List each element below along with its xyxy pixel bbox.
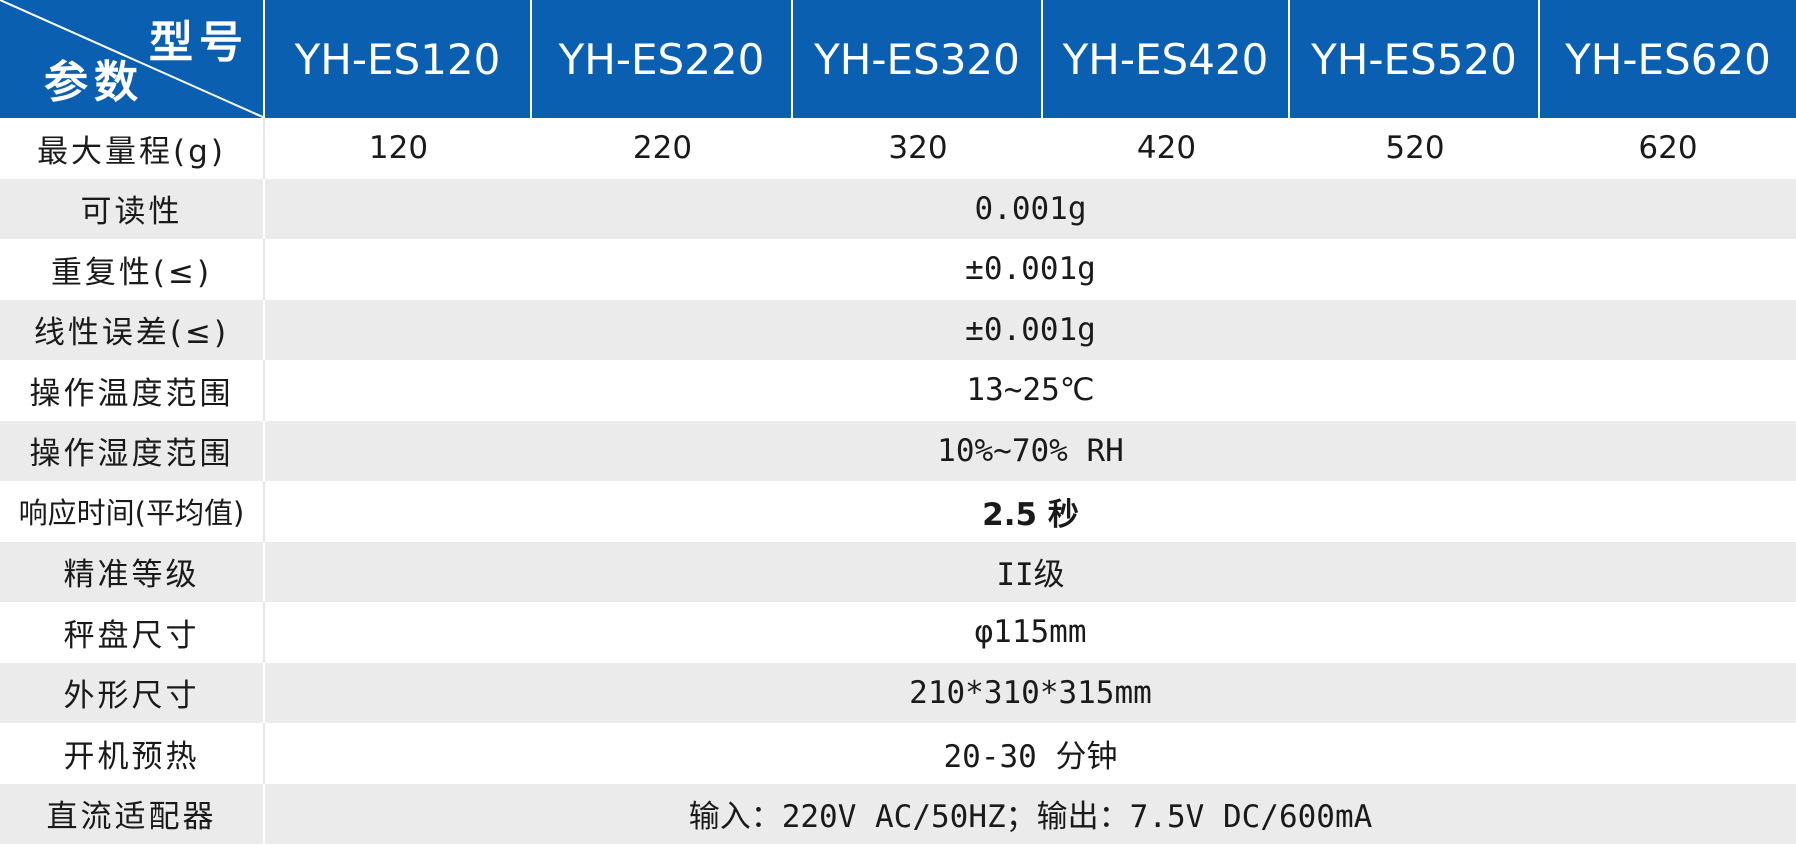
row-label: 秤盘尺寸 [0, 602, 265, 663]
row-label: 操作湿度范围 [0, 420, 265, 481]
row-value: II级 [996, 557, 1065, 594]
row-label: 响应时间(平均值) [0, 481, 265, 542]
corner-cell: 型号 参数 [0, 0, 265, 118]
table-row: 秤盘尺寸 φ115mm [0, 602, 1796, 663]
diagonal-line [0, 0, 263, 118]
model-header: YH-ES520 [1290, 0, 1540, 118]
table-row-capacity: 最大量程(g) 120 220 320 420 520 620 [0, 118, 1796, 179]
table-row: 响应时间(平均值) 2.5 秒 [0, 481, 1796, 542]
table-row: 外形尺寸 210*310*315mm [0, 662, 1796, 723]
row-value: 13~25℃ [966, 372, 1095, 409]
row-value: 2.5 秒 [982, 496, 1079, 533]
model-header: YH-ES620 [1565, 34, 1771, 84]
model-header: YH-ES320 [793, 0, 1043, 118]
table-row: 线性误差(≤) ±0.001g [0, 299, 1796, 360]
row-value: 20-30 分钟 [943, 738, 1118, 775]
row-label: 直流适配器 [0, 783, 265, 844]
row-label: 精准等级 [0, 541, 265, 602]
table-row: 精准等级 II级 [0, 541, 1796, 602]
capacity-value: 520 [1385, 130, 1445, 167]
row-value: ±0.001g [965, 311, 1096, 348]
model-header: YH-ES120 [265, 0, 532, 118]
model-header: YH-ES220 [532, 0, 793, 118]
capacity-value: 620 [1638, 130, 1698, 167]
row-label: 可读性 [0, 178, 265, 239]
capacity-value: 420 [1136, 130, 1197, 167]
row-value: 输入：220V AC/50HZ；输出：7.5V DC/600mA [688, 799, 1373, 836]
table-row: 开机预热 20-30 分钟 [0, 723, 1796, 784]
table-row: 直流适配器 输入：220V AC/50HZ；输出：7.5V DC/600mA [0, 783, 1796, 844]
row-label: 重复性(≤) [0, 239, 265, 300]
table-row: 操作湿度范围 10%~70% RH [0, 420, 1796, 481]
row-value: ±0.001g [965, 251, 1096, 288]
row-label: 外形尺寸 [0, 662, 265, 723]
row-value: φ115mm [974, 614, 1087, 651]
row-label: 开机预热 [0, 723, 265, 784]
capacity-value: 220 [632, 130, 693, 167]
capacity-value: 120 [368, 130, 429, 167]
row-label: 线性误差(≤) [0, 299, 265, 360]
model-header: YH-ES420 [1043, 0, 1290, 118]
row-value: 0.001g [974, 190, 1087, 227]
table-row: 重复性(≤) ±0.001g [0, 239, 1796, 300]
row-label: 最大量程(g) [0, 118, 265, 179]
row-value: 10%~70% RH [937, 432, 1124, 469]
header-row: 型号 参数 YH-ES120 YH-ES220 YH-ES320 YH-ES42… [0, 0, 1796, 118]
table-row: 操作温度范围 13~25℃ [0, 360, 1796, 421]
corner-parameter-label: 参数 [44, 57, 144, 108]
table-row: 可读性 0.001g [0, 178, 1796, 239]
capacity-value: 320 [888, 130, 948, 167]
row-value: 210*310*315mm [909, 674, 1152, 711]
corner-model-label: 型号 [149, 17, 249, 68]
row-label: 操作温度范围 [0, 360, 265, 421]
